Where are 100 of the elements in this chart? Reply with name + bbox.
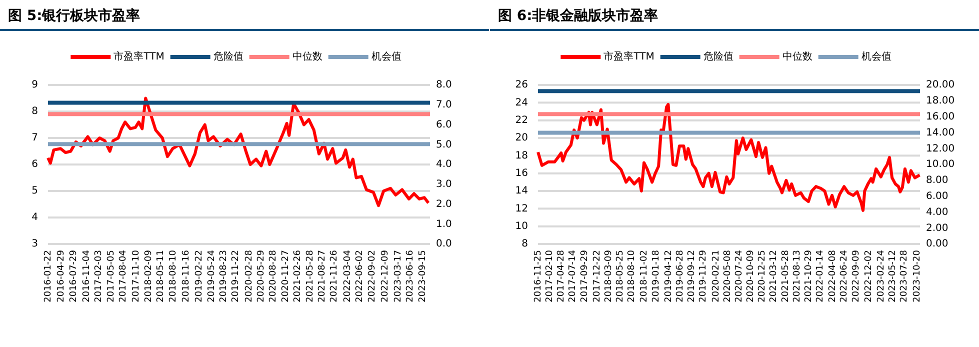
legend-label: 中位数 <box>782 50 812 63</box>
x-tick-label: 2016-04-29 <box>56 250 67 302</box>
y2-tick-label: 4.0 <box>436 159 452 170</box>
legend-label: 机会值 <box>861 50 892 63</box>
x-tick-label: 2020-11-27 <box>280 250 291 302</box>
y2-tick-label: 8.00 <box>926 175 948 186</box>
x-tick-label: 2023-02-24 <box>876 250 887 302</box>
x-tick-label: 2017-02-10 <box>545 250 556 302</box>
x-tick-label: 2019-06-28 <box>676 250 686 302</box>
x-tick-label: 2018-05-25 <box>616 250 626 302</box>
y2-tick-label: 10.00 <box>926 159 955 170</box>
y-tick-label: 12 <box>515 203 528 214</box>
x-tick-label: 2019-09-12 <box>686 250 697 302</box>
x-tick-label: 2017-12-22 <box>592 250 602 302</box>
x-tick-label: 2023-07-28 <box>900 250 910 302</box>
x-tick-label: 2022-01-14 <box>815 250 826 302</box>
y2-tick-label: 8.0 <box>436 80 452 91</box>
x-tick-label: 2022-04-08 <box>828 250 838 302</box>
x-tick-label: 2019-04-12 <box>664 250 674 302</box>
legend-label: 机会值 <box>371 50 402 63</box>
y-tick-label: 6 <box>32 159 38 170</box>
y2-tick-label: 6.00 <box>926 191 948 202</box>
y-tick-label: 22 <box>515 115 528 126</box>
legend-label: 危险值 <box>213 50 244 63</box>
y-tick-label: 7 <box>32 132 38 144</box>
legend-label: 危险值 <box>703 50 734 63</box>
y2-tick-label: 6.0 <box>436 119 452 130</box>
x-tick-label: 2019-11-22 <box>231 250 242 302</box>
x-tick-label: 2021-08-13 <box>792 250 802 302</box>
x-tick-label: 2018-05-11 <box>156 250 166 302</box>
y2-tick-label: 1.0 <box>436 218 452 230</box>
y2-tick-label: 2.00 <box>926 222 948 234</box>
y-tick-label: 26 <box>515 80 528 91</box>
x-tick-label: 2018-08-10 <box>168 250 178 302</box>
x-tick-label: 2018-08-10 <box>627 250 638 302</box>
x-tick-label: 2022-03-04 <box>342 250 353 302</box>
y2-tick-label: 3.0 <box>436 179 452 190</box>
y-tick-label: 9 <box>32 80 38 91</box>
x-tick-label: 2017-02-03 <box>94 250 104 302</box>
y-tick-label: 18 <box>515 150 528 162</box>
x-tick-label: 2023-03-17 <box>394 250 404 302</box>
x-tick-label: 2017-11-10 <box>132 250 142 302</box>
x-tick-label: 2016-07-29 <box>68 250 79 302</box>
x-tick-label: 2020-05-29 <box>256 250 267 302</box>
y2-tick-label: 20.00 <box>926 80 955 91</box>
y-tick-label: 20 <box>515 132 528 144</box>
x-tick-label: 2018-11-16 <box>181 250 192 302</box>
x-tick-label: 2021-03-12 <box>769 250 780 302</box>
y-tick-label: 8 <box>32 106 38 118</box>
x-tick-label: 2016-01-22 <box>43 250 54 302</box>
y2-tick-label: 0.00 <box>926 238 948 250</box>
x-tick-label: 2017-04-28 <box>556 250 567 302</box>
x-tick-label: 2020-02-28 <box>244 250 254 302</box>
x-tick-label: 2022-06-02 <box>354 250 365 302</box>
x-tick-label: 2023-05-12 <box>888 250 898 302</box>
x-tick-label: 2021-08-27 <box>318 250 328 302</box>
y2-tick-label: 16.00 <box>926 112 955 123</box>
x-tick-label: 2018-11-02 <box>640 250 650 302</box>
x-tick-label: 2017-09-29 <box>580 250 590 302</box>
x-tick-label: 2019-08-23 <box>218 250 229 302</box>
legend-label: 市盈率TTM <box>114 50 164 63</box>
legend-label: 市盈率TTM <box>604 50 654 63</box>
y-tick-label: 16 <box>515 168 528 180</box>
x-tick-label: 2023-10-20 <box>912 250 922 302</box>
x-tick-label: 2017-05-05 <box>106 250 116 302</box>
chart-title: 图 6:非银金融版块市盈率 <box>498 7 658 24</box>
y2-tick-label: 4.00 <box>926 206 948 218</box>
x-tick-label: 2022-06-24 <box>840 250 850 302</box>
x-tick-label: 2018-03-09 <box>604 250 614 302</box>
x-tick-label: 2016-11-04 <box>82 250 92 302</box>
x-tick-label: 2020-12-25 <box>758 250 768 302</box>
x-tick-label: 2020-07-24 <box>734 250 744 302</box>
y-tick-label: 5 <box>32 186 38 197</box>
y2-tick-label: 5.0 <box>436 139 452 150</box>
y2-tick-label: 2.0 <box>436 198 452 210</box>
y2-tick-label: 18.00 <box>926 96 955 107</box>
x-tick-label: 2021-10-29 <box>804 250 814 302</box>
x-tick-label: 2020-08-28 <box>268 250 279 302</box>
x-tick-label: 2016-11-25 <box>533 250 544 302</box>
x-tick-label: 2019-02-22 <box>194 250 205 302</box>
chart-title: 图 5:银行板块市盈率 <box>8 7 140 24</box>
x-tick-label: 2021-02-26 <box>293 250 304 302</box>
x-tick-label: 2021-05-28 <box>305 250 316 302</box>
y2-tick-label: 0.0 <box>436 238 452 250</box>
y-tick-label: 14 <box>515 186 528 197</box>
line-series <box>536 102 922 212</box>
x-tick-label: 2021-11-26 <box>330 250 340 302</box>
x-tick-label: 2023-09-15 <box>418 250 428 302</box>
x-tick-label: 2020-10-09 <box>746 250 756 302</box>
x-tick-label: 2022-09-02 <box>367 250 378 302</box>
y-tick-label: 3 <box>32 238 38 250</box>
y2-tick-label: 14.00 <box>926 127 955 138</box>
y2-tick-label: 7.0 <box>436 100 452 111</box>
x-tick-label: 2019-05-24 <box>206 250 217 302</box>
y-tick-label: 4 <box>32 212 38 224</box>
x-tick-label: 2023-06-16 <box>406 250 416 302</box>
y-tick-label: 8 <box>522 238 528 250</box>
y-tick-label: 10 <box>515 221 528 232</box>
x-tick-label: 2022-12-02 <box>864 250 874 302</box>
legend-label: 中位数 <box>292 50 322 63</box>
